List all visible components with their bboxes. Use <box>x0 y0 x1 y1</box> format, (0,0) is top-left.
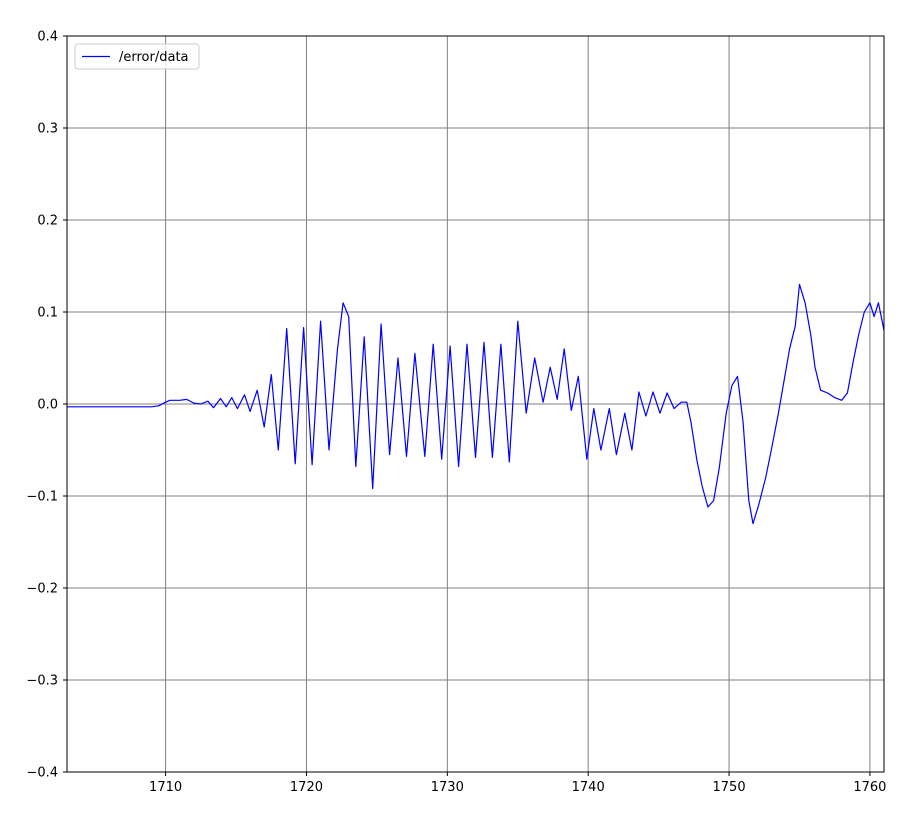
x-tick-label: 1720 <box>290 780 323 795</box>
y-tick-label: −0.3 <box>26 674 58 689</box>
y-tick-label: 0.0 <box>37 398 58 413</box>
series-line-error-data <box>67 283 885 525</box>
x-axis: 1710 1720 1730 1740 1750 1760 <box>149 772 886 795</box>
plot-area <box>66 35 885 773</box>
legend: /error/data <box>74 43 200 70</box>
y-tick-label: 0.3 <box>37 122 58 137</box>
x-tick-label: 1760 <box>853 780 886 795</box>
y-tick-label: 0.2 <box>37 214 58 229</box>
x-tick-label: 1710 <box>149 780 182 795</box>
grid <box>67 35 884 773</box>
y-tick-label: −0.2 <box>26 582 58 597</box>
y-tick-label: 0.4 <box>37 30 58 45</box>
x-tick-label: 1750 <box>713 780 746 795</box>
y-tick-label: −0.1 <box>26 490 58 505</box>
series-layer <box>67 283 885 525</box>
y-tick-label: −0.4 <box>26 766 58 781</box>
x-tick-label: 1730 <box>431 780 464 795</box>
legend-box <box>74 43 200 70</box>
legend-label-error-data: /error/data <box>119 50 189 65</box>
x-tick-label: 1740 <box>572 780 605 795</box>
y-tick-label: 0.1 <box>37 306 58 321</box>
y-axis: −0.4 −0.3 −0.2 −0.1 0.0 0.1 0.2 0.3 0.4 <box>26 30 67 781</box>
